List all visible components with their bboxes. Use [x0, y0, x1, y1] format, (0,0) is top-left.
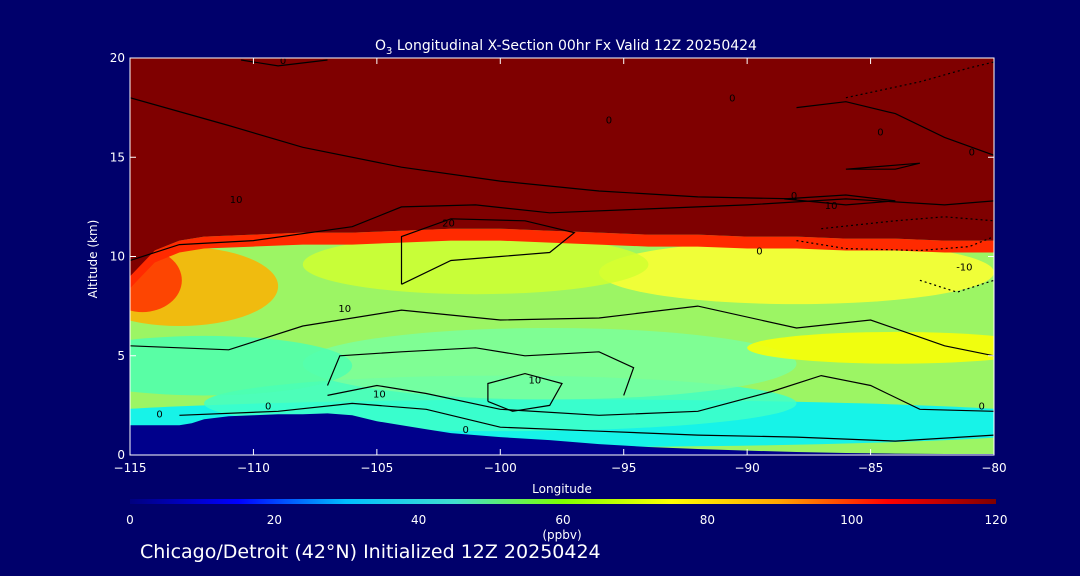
contour-label-7: 10 [230, 195, 243, 206]
contour-line-4 [487, 372, 563, 412]
x-tick-label: −105 [360, 461, 393, 475]
contour-label-15: 0 [969, 147, 975, 158]
contour-label-16: 0 [606, 116, 612, 127]
x-axis: −115 −110 −105 −100 −95 −90 −85 −80 [114, 58, 1007, 475]
contour-labels: 0 0 10 0 10 10 20 10 0 0 10 -10 0 0 0 0 0 0 [156, 56, 984, 436]
field-feature-8 [302, 234, 649, 295]
contour-line-11 [845, 162, 921, 170]
contour-label-13: 0 [729, 94, 735, 105]
y-tick-label: 10 [110, 250, 125, 264]
field-feature-7 [747, 331, 994, 364]
y-tick-label: 15 [110, 150, 125, 164]
contour-label-9: 0 [791, 191, 797, 202]
x-axis-label: Longitude [532, 482, 592, 496]
field-feature-6 [599, 240, 994, 305]
y-axis-label: Altitude (km) [86, 220, 100, 299]
x-tick-label: −100 [484, 461, 517, 475]
x-tick-label: −85 [858, 461, 883, 475]
x-tick-label: −80 [981, 461, 1006, 475]
contour-label-1: 0 [265, 401, 271, 412]
contour-label-3: 0 [463, 425, 469, 436]
contour-line-8 [796, 101, 994, 156]
contour-label-11: -10 [956, 262, 972, 273]
y-tick-label: 20 [110, 51, 125, 65]
colorbar-ticks: 0 20 40 60 80 100 120 [126, 513, 1007, 527]
contour-line-0 [130, 305, 994, 357]
contour-label-2: 10 [373, 389, 386, 400]
contour-line-6 [327, 374, 994, 416]
colorbar-tick-label: 80 [700, 513, 715, 527]
stratospheric-ozone-region [130, 58, 994, 277]
x-tick-label: −115 [114, 461, 147, 475]
x-tick-label: −90 [734, 461, 759, 475]
contour-label-0: 0 [156, 409, 162, 420]
y-tick-label: 5 [117, 349, 125, 363]
colorbar-tick-label: 0 [126, 513, 134, 527]
colorbar [130, 499, 996, 504]
negative-contour-3 [845, 61, 994, 99]
contour-label-8: 0 [756, 247, 762, 258]
x-tick-label: −95 [611, 461, 636, 475]
ozone-field-features [130, 228, 994, 448]
colorbar-tick-label: 40 [411, 513, 426, 527]
contour-line-5 [179, 402, 994, 442]
contour-line-2 [130, 97, 797, 200]
field-feature-2 [302, 327, 797, 400]
colorbar-tick-label: 20 [267, 513, 282, 527]
colorbar-tick-label: 100 [840, 513, 863, 527]
plot-area: 0 0 10 0 10 10 20 10 0 0 10 -10 0 0 0 0 0 0 [130, 56, 994, 455]
contour-label-10: 10 [825, 201, 838, 212]
ozone-contours [130, 59, 994, 442]
x-tick-label: −110 [237, 461, 270, 475]
colorbar-tick-label: 120 [985, 513, 1008, 527]
y-axis: 0 5 10 15 20 [110, 51, 994, 462]
colorbar-label: (ppbv) [542, 528, 581, 542]
field-feature-3 [130, 335, 353, 396]
contour-label-14: 0 [877, 127, 883, 138]
contour-label-17: 0 [280, 56, 286, 67]
terrain-mask [130, 413, 994, 455]
contour-line-1 [130, 198, 994, 262]
contour-label-12: 0 [978, 401, 984, 412]
contour-line-3 [400, 218, 576, 285]
contour-line-7 [326, 347, 635, 396]
colorbar-tick-label: 60 [555, 513, 570, 527]
contour-label-4: 10 [528, 376, 541, 387]
contour-label-6: 20 [442, 219, 455, 230]
tropopause-gradient-band [130, 228, 994, 289]
contour-line-9 [784, 194, 896, 206]
chart-title: O3 Longitudinal X-Section 00hr Fx Valid … [375, 38, 757, 57]
y-tick-label: 0 [117, 448, 125, 462]
contour-label-5: 10 [338, 304, 351, 315]
footer-caption: Chicago/Detroit (42°N) Initialized 12Z 2… [140, 541, 601, 563]
